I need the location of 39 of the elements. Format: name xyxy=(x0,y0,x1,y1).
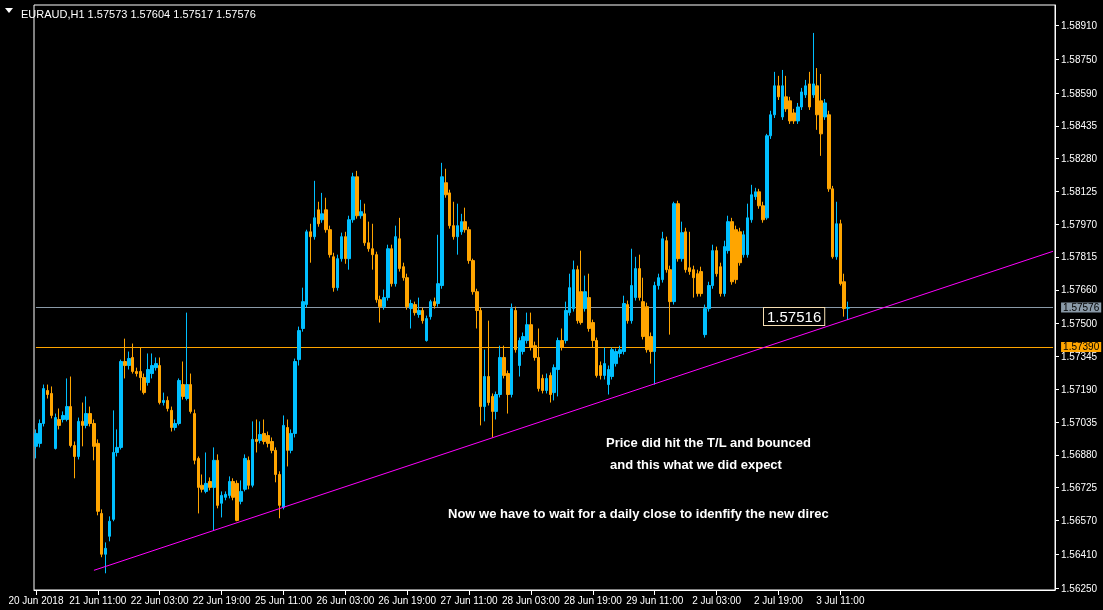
y-tick-label: 1.58910 xyxy=(1061,19,1098,31)
y-tick-label: 1.57970 xyxy=(1061,218,1098,230)
y-tick-label: 1.56570 xyxy=(1061,514,1098,526)
x-tick-label: 25 Jun 11:00 xyxy=(254,594,313,606)
y-tick-label: 1.56250 xyxy=(1061,582,1098,594)
y-tick-label: 1.57500 xyxy=(1061,318,1098,330)
y-tick-label: 1.57660 xyxy=(1061,284,1098,296)
x-tick-label: 22 Jun 03:00 xyxy=(130,594,190,606)
x-tick-label: 20 Jun 2018 xyxy=(8,594,64,606)
y-tick-label: 1.58125 xyxy=(1061,185,1098,197)
x-tick-label: 26 Jun 03:00 xyxy=(316,594,375,606)
y-tick-label: 1.57190 xyxy=(1061,383,1098,395)
y-tick-label: 1.56725 xyxy=(1061,482,1098,494)
x-tick-label: 28 Jun 03:00 xyxy=(502,594,561,606)
y-tick-label: 1.57345 xyxy=(1061,350,1098,362)
annotation: Price did hit the T/L and bounced xyxy=(606,435,811,450)
x-tick-label: 22 Jun 19:00 xyxy=(192,594,251,606)
y-tick-label: 1.58590 xyxy=(1061,87,1098,99)
y-tick-label: 1.56410 xyxy=(1061,548,1098,560)
y-tick-label: 1.58750 xyxy=(1061,53,1098,65)
annotation: Now we have to wait for a daily close to idenfify the new direc xyxy=(448,506,829,521)
y-tick-label: 1.57815 xyxy=(1061,251,1098,263)
x-tick-label: 28 Jun 19:00 xyxy=(563,594,623,606)
x-tick-label: 2 Jul 19:00 xyxy=(754,594,804,606)
annotation: 1.57516 xyxy=(767,308,822,325)
y-tick-label: 1.58280 xyxy=(1061,153,1098,165)
x-tick-label: 26 Jun 19:00 xyxy=(378,594,437,606)
chart-title: EURAUD,H1 1.57573 1.57604 1.57517 1.57576 xyxy=(21,7,256,20)
x-tick-label: 27 Jun 11:00 xyxy=(440,594,499,606)
y-tick-label: 1.57035 xyxy=(1061,416,1098,428)
x-tick-label: 21 Jun 11:00 xyxy=(69,594,127,606)
ref-line-label: 1.57390 xyxy=(1063,341,1100,353)
ref-line-label: 1.57576 xyxy=(1063,302,1100,314)
x-tick-label: 2 Jul 03:00 xyxy=(692,594,742,606)
x-tick-label: 29 Jun 11:00 xyxy=(626,594,684,606)
y-tick-label: 1.58435 xyxy=(1061,120,1098,132)
x-tick-label: 3 Jul 11:00 xyxy=(816,594,865,606)
annotation: and this what we did expect xyxy=(610,457,783,472)
y-tick-label: 1.56880 xyxy=(1061,449,1098,461)
